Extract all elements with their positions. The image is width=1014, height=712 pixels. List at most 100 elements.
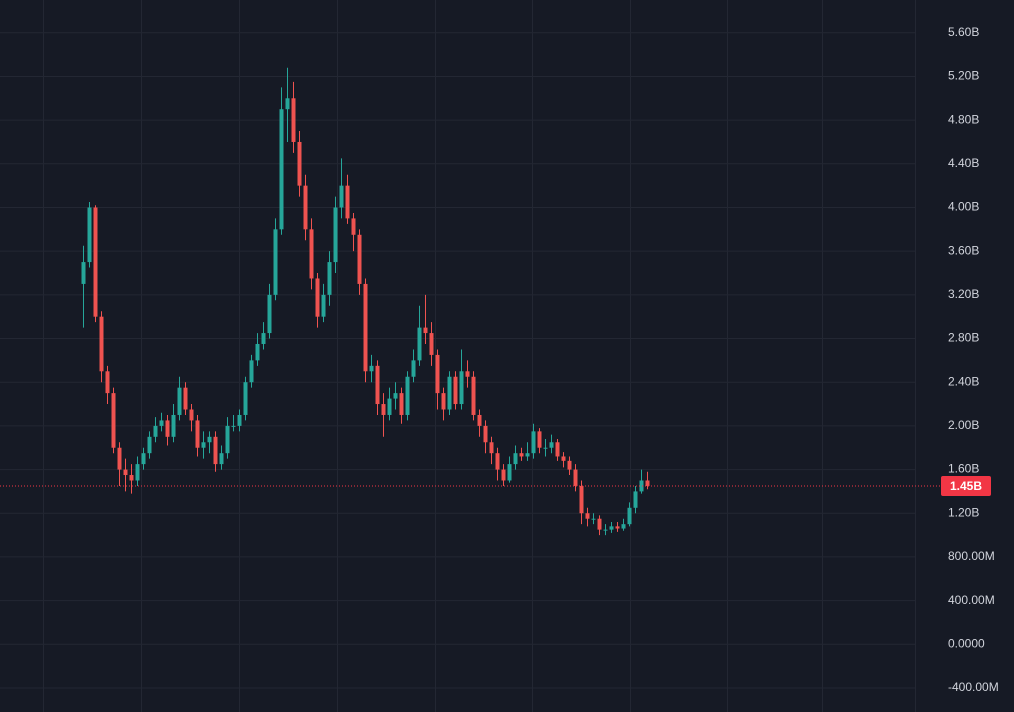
candle-body [225, 425, 230, 454]
candle-body [345, 185, 350, 219]
y-tick-label: 1.20B [948, 505, 979, 519]
candle-body [399, 393, 404, 415]
candle-body [81, 262, 86, 284]
price-label-box [941, 475, 991, 496]
candle-body [579, 485, 584, 514]
candle-body [555, 442, 560, 457]
y-tick-label: 4.00B [948, 200, 979, 214]
candle-body [423, 327, 428, 334]
candle-body [621, 524, 626, 529]
candle-body [285, 98, 290, 110]
candle-body [411, 360, 416, 377]
candle-body [273, 229, 278, 295]
candle-body [495, 453, 500, 470]
y-tick-label: 0.0000 [948, 636, 985, 650]
candle-body [477, 414, 482, 426]
candle-body [519, 453, 524, 457]
y-tick-label: 3.20B [948, 287, 979, 301]
candle-body [105, 371, 110, 394]
y-tick-label: 800.00M [948, 549, 995, 563]
candle-body [177, 387, 182, 415]
candle-body [117, 447, 122, 470]
candle-body [339, 185, 344, 208]
candle-body [507, 464, 512, 481]
candle-body [189, 409, 194, 421]
candle-body [387, 398, 392, 415]
y-tick-label: 1.60B [948, 462, 979, 476]
candle-body [489, 442, 494, 454]
y-tick-label: -400.00M [948, 680, 999, 694]
candle-body [615, 526, 620, 529]
candle-body [261, 333, 266, 344]
candle-body [111, 393, 116, 448]
candle-body [393, 393, 398, 399]
candle-body [333, 207, 338, 263]
y-tick-label: 400.00M [948, 593, 995, 607]
y-tick-label: 4.40B [948, 156, 979, 170]
candle-body [483, 425, 488, 443]
candle-body [381, 404, 386, 415]
y-tick-label: 5.60B [948, 25, 979, 39]
candle-body [309, 229, 314, 279]
candle-body [303, 185, 308, 230]
candle-body [639, 480, 644, 492]
candle-body [471, 376, 476, 415]
price-label: 1.45B [950, 479, 982, 493]
candle-body [129, 475, 134, 481]
candle-body [315, 278, 320, 317]
candle-body [159, 420, 164, 426]
candle-body [627, 507, 632, 525]
candle-body [165, 420, 170, 437]
candle-body [645, 480, 650, 486]
candle-body [447, 376, 452, 410]
candle-body [573, 469, 578, 486]
y-tick-label: 2.80B [948, 331, 979, 345]
candle-body [465, 371, 470, 377]
candle-body [279, 109, 284, 230]
candles [81, 67, 650, 536]
candle-body [441, 393, 446, 410]
candle-body [429, 333, 434, 355]
y-tick-label: 3.60B [948, 243, 979, 257]
candle-body [357, 234, 362, 284]
candle-body [213, 436, 218, 465]
candle-body [147, 436, 152, 454]
candle-body [99, 316, 104, 372]
candle-body [597, 518, 602, 530]
vertical-grid [43, 0, 916, 712]
candle-body [405, 376, 410, 415]
candle-body [375, 365, 380, 405]
candle-body [369, 365, 374, 372]
candle-body [207, 436, 212, 443]
candle-body [537, 431, 542, 448]
candle-body [135, 464, 140, 481]
candle-body [123, 469, 128, 476]
candle-body [219, 453, 224, 465]
candle-body [231, 425, 236, 427]
candle-body [201, 442, 206, 448]
candle-body [171, 414, 176, 437]
candle-body [459, 371, 464, 405]
candle-body [153, 425, 158, 437]
candle-body [195, 420, 200, 448]
y-tick-label: 2.40B [948, 374, 979, 388]
candle-body [255, 343, 260, 361]
candle-body [603, 529, 608, 531]
candle-body [243, 382, 248, 415]
candle-body [453, 376, 458, 405]
candle-body [327, 262, 332, 295]
candle-body [291, 98, 296, 142]
candle-body [633, 491, 638, 508]
candle-body [93, 207, 98, 317]
candle-body [531, 431, 536, 454]
candle-body [417, 327, 422, 361]
candle-body [435, 354, 440, 394]
candle-body [237, 414, 242, 426]
candle-body [249, 360, 254, 383]
candle-body [87, 207, 92, 263]
candle-body [525, 453, 530, 457]
y-tick-label: 4.80B [948, 112, 979, 126]
y-tick-label: 2.00B [948, 418, 979, 432]
